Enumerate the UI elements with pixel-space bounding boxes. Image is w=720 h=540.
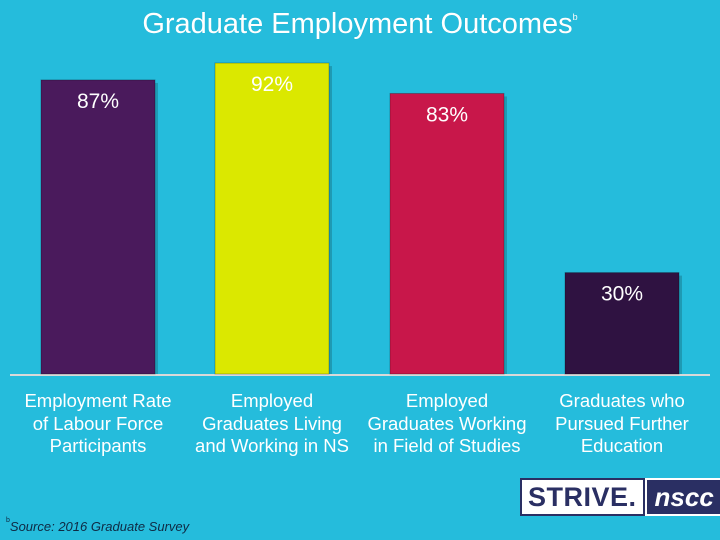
logo-nscc-text: nscc bbox=[644, 478, 720, 516]
bar-2 bbox=[214, 62, 330, 375]
category-label-4: Graduates who Pursued Further Education bbox=[555, 390, 689, 456]
data-label-3: 83% bbox=[426, 103, 468, 126]
data-label-4: 30% bbox=[601, 283, 643, 306]
category-label-3: Employed Graduates Working in Field of S… bbox=[367, 390, 527, 456]
title-footnote-mark: b bbox=[572, 12, 578, 22]
strive-nscc-logo: STRIVE. nscc bbox=[520, 478, 720, 516]
bar-4 bbox=[564, 272, 680, 375]
chart-title-text: Graduate Employment Outcomes bbox=[142, 8, 573, 40]
data-label-1: 87% bbox=[77, 90, 119, 113]
chart-title: Graduate Employment Outcomesb bbox=[0, 8, 720, 41]
source-note: bSource: 2016 Graduate Survey bbox=[6, 517, 190, 534]
category-label-2: Employed Graduates Living and Working in… bbox=[195, 390, 349, 456]
source-footnote-mark: b bbox=[6, 517, 10, 524]
bar-3 bbox=[389, 92, 505, 375]
logo-strive-text: STRIVE. bbox=[520, 478, 645, 516]
category-label-1: Employment Rate of Labour Force Particip… bbox=[24, 390, 172, 456]
bar-1 bbox=[40, 79, 156, 375]
data-label-2: 92% bbox=[251, 73, 293, 96]
source-text: Source: 2016 Graduate Survey bbox=[9, 519, 190, 534]
